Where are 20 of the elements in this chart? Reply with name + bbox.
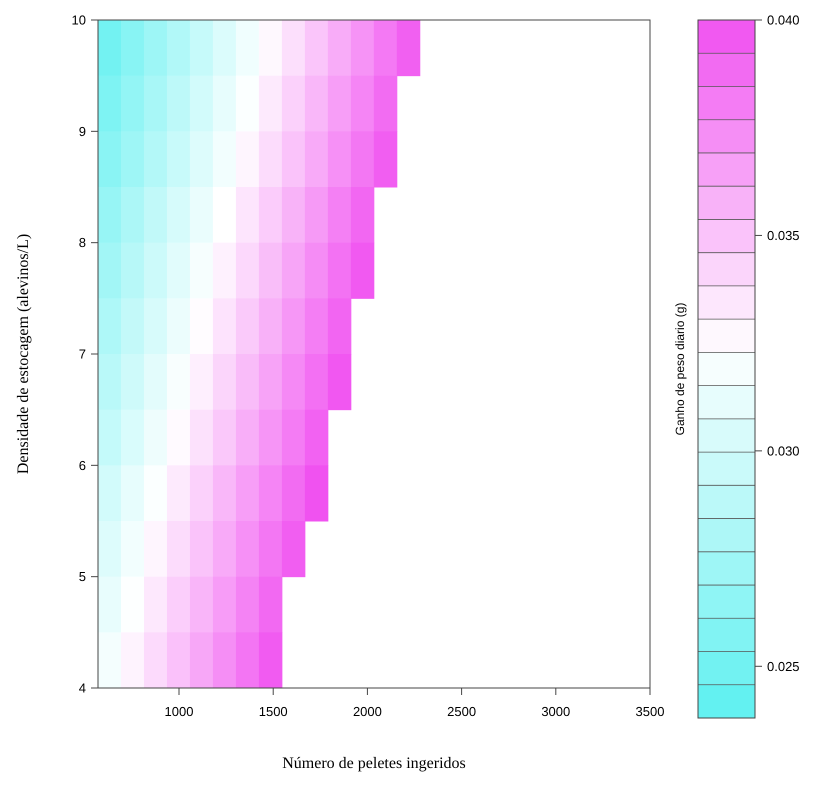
color-bar-label: 0.035 [767, 228, 800, 243]
y-tick-label: 5 [78, 569, 86, 584]
x-axis-title: Número de peletes ingeridos [282, 755, 466, 772]
y-tick-label: 8 [78, 235, 86, 250]
y-tick-label: 9 [78, 124, 86, 139]
y-tick-label: 4 [78, 680, 86, 696]
y-axis-title: Densidade de estocagem (alevinos/L) [15, 234, 32, 474]
x-tick-label: 3000 [541, 704, 570, 719]
x-tick-label: 1500 [258, 704, 288, 719]
x-tick-label: 2500 [447, 704, 476, 719]
y-tick-label: 7 [78, 346, 86, 362]
x-tick-label: 2000 [352, 704, 382, 719]
color-bar-label: 0.040 [767, 12, 800, 28]
x-tick-label: 1000 [164, 704, 194, 719]
y-tick-label: 6 [78, 458, 86, 473]
color-bar-label: 0.025 [767, 658, 800, 674]
color-bar-label: 0.030 [767, 443, 800, 458]
y-tick-label: 10 [72, 12, 86, 28]
x-tick-label: 3500 [636, 704, 664, 719]
color-bar-title: Ganho de peso diario (g) [673, 302, 687, 436]
